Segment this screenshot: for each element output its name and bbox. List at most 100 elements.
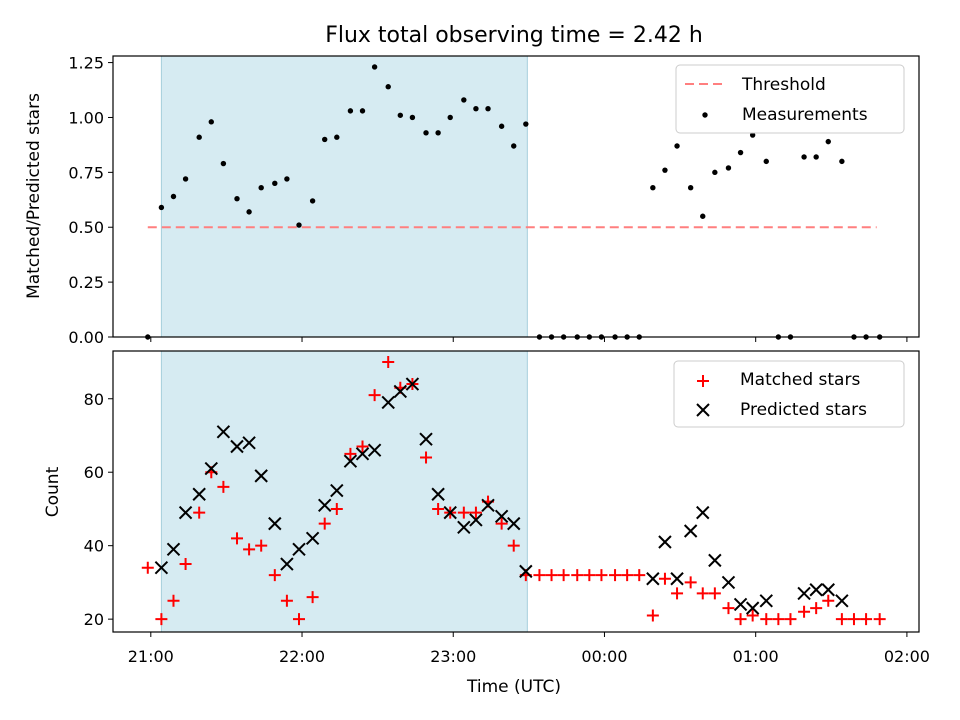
predicted-star-point: [204, 461, 219, 476]
matched-star-point: [557, 569, 570, 582]
matched-star-point: [847, 613, 860, 626]
matched-star-point: [432, 502, 445, 515]
predicted-star-point: [242, 436, 256, 450]
y-tick-label: 0.00: [68, 328, 104, 347]
matched-star-point: [873, 613, 886, 626]
matched-star-point: [609, 569, 622, 582]
measurement-point: [662, 167, 668, 173]
matched-star-point: [344, 447, 357, 460]
measurement-point: [284, 176, 290, 182]
measurement-point: [498, 123, 505, 129]
measurement-point: [485, 105, 491, 112]
predicted-star-point: [254, 469, 268, 483]
matched-star-point: [507, 539, 520, 552]
matched-star-point: [571, 569, 584, 582]
matched-star-point: [268, 569, 281, 582]
matched-star-point: [696, 587, 709, 600]
measurement-point: [511, 143, 517, 149]
measurement-point: [650, 185, 656, 191]
legend-matched-swatch: [697, 375, 709, 387]
measurement-point: [170, 193, 177, 200]
matched-star-point: [734, 613, 747, 626]
predicted-star-point: [154, 561, 169, 575]
y-tick-label: 20: [84, 610, 104, 629]
top-legend-box: [675, 64, 905, 134]
x-tick-label: 02:00: [884, 647, 930, 666]
y-tick-label: 0.75: [68, 163, 104, 182]
matched-star-point: [306, 591, 319, 604]
predicted-star-point: [268, 516, 282, 531]
predicted-star-point: [821, 583, 835, 597]
legend-threshold-label: Threshold: [741, 75, 826, 95]
measurement-point: [725, 165, 732, 171]
measurement-point: [447, 114, 453, 121]
y-tick-label: 0.50: [68, 218, 104, 237]
bottom-y-axis-label: Count: [43, 466, 63, 517]
predicted-star-point: [809, 583, 823, 597]
matched-star-point: [457, 506, 470, 519]
predicted-star-point: [419, 432, 433, 446]
y-tick-label: 0.25: [68, 273, 104, 292]
top-axes-frame: [112, 55, 920, 338]
legend-measurements-label: Measurements: [742, 105, 868, 125]
matched-star-point: [356, 440, 369, 453]
matched-star-point: [231, 532, 243, 545]
matched-star-point: [772, 613, 785, 626]
top-y-axis-label: Matched/Predicted stars: [24, 93, 44, 299]
matched-star-point: [280, 594, 293, 607]
predicted-star-point: [494, 509, 509, 524]
predicted-star-point: [305, 531, 320, 546]
predicted-star-point: [166, 542, 181, 557]
measurement-point: [839, 158, 845, 165]
bottom-legend-box: [673, 360, 905, 428]
measurement-point: [182, 176, 189, 182]
predicted-star-point: [721, 575, 736, 590]
measurement-point: [825, 138, 831, 145]
matched-star-point: [141, 561, 154, 574]
predicted-stars-series: [154, 377, 849, 615]
bottom-legend: Matched stars Predicted stars: [673, 360, 905, 428]
matched-star-point: [784, 613, 797, 626]
measurement-point: [371, 64, 378, 70]
measurement-point: [208, 119, 214, 125]
matched-star-point: [798, 605, 811, 618]
predicted-star-point: [405, 377, 420, 391]
predicted-star-point: [292, 542, 306, 557]
measurement-point: [813, 154, 819, 160]
predicted-star-point: [230, 439, 244, 454]
predicted-star-point: [192, 487, 206, 501]
predicted-star-point: [481, 498, 495, 512]
measurement-point: [397, 112, 404, 118]
measurement-point: [687, 185, 694, 191]
matched-star-point: [193, 506, 206, 519]
measurement-point: [246, 209, 252, 215]
matched-star-point: [760, 613, 773, 626]
legend-measurements-swatch: [702, 112, 708, 118]
predicted-star-point: [507, 516, 521, 531]
predicted-star-point: [683, 524, 698, 538]
predicted-star-point: [469, 513, 483, 527]
predicted-star-point: [708, 553, 722, 568]
measurement-point: [737, 149, 744, 156]
predicted-star-point: [280, 557, 294, 571]
matched-star-point: [495, 517, 508, 530]
predicted-star-point: [381, 395, 395, 410]
measurement-point: [409, 114, 416, 121]
bottom-y-axis-ticks: 20 40 60 80: [84, 390, 113, 629]
predicted-star-point: [330, 483, 344, 498]
matched-star-point: [420, 451, 433, 464]
matched-star-point: [835, 613, 848, 626]
predicted-star-point: [646, 572, 660, 586]
matched-star-point: [179, 558, 192, 571]
measurement-point: [461, 97, 467, 103]
matched-star-point: [595, 569, 608, 582]
matched-star-point: [583, 569, 596, 582]
observing-interval-shade-bottom: [160, 350, 528, 633]
measurement-point: [473, 105, 479, 112]
matched-star-point: [318, 517, 331, 530]
matched-star-point: [722, 602, 735, 615]
matched-star-point: [469, 506, 482, 519]
predicted-star-point: [835, 594, 849, 608]
predicted-star-point: [216, 425, 231, 439]
